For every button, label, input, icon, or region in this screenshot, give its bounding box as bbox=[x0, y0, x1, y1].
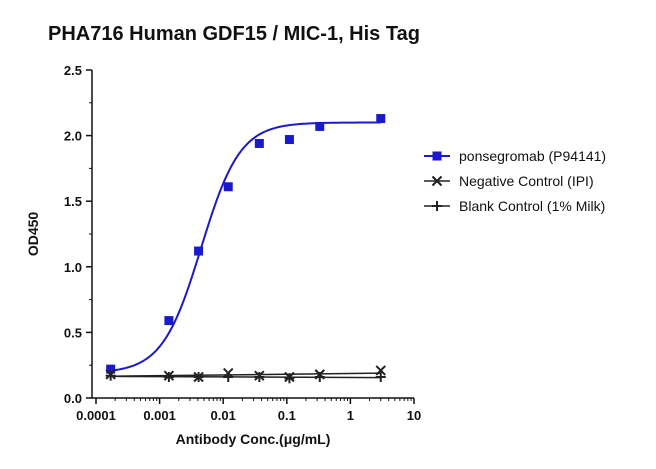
series-0-point-3 bbox=[223, 182, 233, 192]
series-2-point-6 bbox=[314, 372, 325, 383]
x-tick-label: 10 bbox=[407, 408, 421, 423]
legend-item-0: ponsegromab (P94141) bbox=[424, 148, 606, 164]
x-tick-label: 1 bbox=[347, 408, 354, 423]
series-0-point-5 bbox=[284, 135, 294, 145]
x-tick-label: 0.1 bbox=[278, 408, 296, 423]
series-2-point-4 bbox=[254, 372, 265, 383]
series-0-point-7 bbox=[376, 114, 386, 124]
x-tick-label: 0.001 bbox=[143, 408, 176, 423]
y-tick-label: 0.5 bbox=[64, 325, 82, 340]
series-2-point-0 bbox=[105, 370, 116, 381]
series-1 bbox=[105, 365, 386, 383]
series-0-point-1 bbox=[164, 316, 174, 326]
series-0-point-2 bbox=[194, 246, 204, 256]
series-0 bbox=[106, 114, 386, 374]
y-tick-label: 0.0 bbox=[64, 391, 82, 406]
y-tick-label: 2.0 bbox=[64, 129, 82, 144]
series-0-point-4 bbox=[254, 138, 264, 148]
legend-marker bbox=[432, 151, 442, 161]
series-2-point-1 bbox=[163, 372, 174, 383]
axes: 0.0001 0.001 0.01 0.1 1 10 0.0 0.5 1.0 1.5 2.0 2.5 bbox=[64, 63, 421, 423]
y-ticks: 0.0 0.5 1.0 1.5 2.0 2.5 bbox=[64, 63, 92, 406]
legend-item-2: Blank Control (1% Milk) bbox=[424, 198, 605, 214]
y-tick-label: 1.5 bbox=[64, 194, 82, 209]
x-ticks: 0.0001 0.001 0.01 0.1 1 10 bbox=[76, 398, 421, 423]
x-tick-label: 0.0001 bbox=[76, 408, 116, 423]
chart-title: PHA716 Human GDF15 / MIC-1, His Tag bbox=[48, 23, 420, 45]
y-tick-label: 1.0 bbox=[64, 260, 82, 275]
series-0-point-0 bbox=[106, 364, 116, 374]
plot-area bbox=[105, 114, 386, 384]
series-2-point-7 bbox=[375, 372, 386, 383]
legend-item-1: Negative Control (IPI) bbox=[424, 173, 594, 189]
legend: ponsegromab (P94141) Negative Control (IP… bbox=[424, 148, 606, 214]
legend-marker bbox=[432, 201, 442, 211]
legend-label: Blank Control (1% Milk) bbox=[459, 198, 605, 214]
x-axis-label: Antibody Conc.(μg/mL) bbox=[176, 431, 331, 447]
series-2-point-2 bbox=[193, 372, 204, 383]
series-1-point-7 bbox=[375, 365, 386, 376]
y-tick-label: 2.5 bbox=[64, 63, 82, 78]
series-2-point-3 bbox=[223, 372, 234, 383]
series-2-point-5 bbox=[284, 373, 295, 384]
series-0-fit-curve bbox=[110, 121, 381, 372]
legend-marker bbox=[431, 175, 443, 187]
series-2 bbox=[105, 370, 386, 384]
legend-label: ponsegromab (P94141) bbox=[459, 148, 606, 164]
series-2-fit-line bbox=[110, 375, 381, 379]
x-tick-label: 0.01 bbox=[211, 408, 236, 423]
legend-label: Negative Control (IPI) bbox=[459, 173, 594, 189]
series-1-fit-line bbox=[110, 372, 381, 377]
y-axis-label: OD450 bbox=[25, 212, 41, 257]
series-0-point-6 bbox=[315, 121, 325, 131]
